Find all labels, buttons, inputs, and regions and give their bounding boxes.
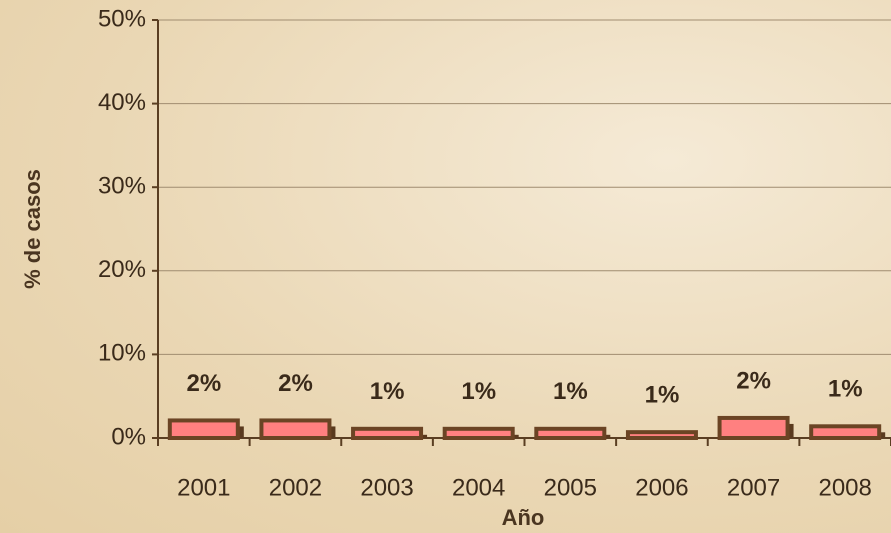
x-tick-label: 2005 xyxy=(544,474,597,501)
value-label: 2% xyxy=(186,370,221,397)
bar xyxy=(809,424,882,440)
y-tick-label: 20% xyxy=(98,256,146,283)
x-tick-label: 2001 xyxy=(177,474,230,501)
x-axis-label: Año xyxy=(502,505,545,530)
y-tick-label: 40% xyxy=(98,89,146,116)
bar xyxy=(717,415,790,441)
y-tick-label: 10% xyxy=(98,340,146,367)
value-label: 2% xyxy=(278,370,313,397)
x-tick-label: 2003 xyxy=(360,474,413,501)
bar xyxy=(625,430,698,441)
value-label: 1% xyxy=(828,376,863,403)
x-tick-label: 2006 xyxy=(635,474,688,501)
value-label: 1% xyxy=(553,378,588,405)
y-tick-label: 50% xyxy=(98,5,146,32)
value-label: 1% xyxy=(645,381,680,408)
y-axis-label: % de casos xyxy=(20,169,45,289)
x-tick-label: 2004 xyxy=(452,474,505,501)
value-label: 1% xyxy=(461,378,496,405)
bar xyxy=(259,418,332,440)
y-tick-label: 30% xyxy=(98,173,146,200)
x-tick-label: 2008 xyxy=(818,474,871,501)
bar xyxy=(351,426,424,440)
x-tick-label: 2002 xyxy=(269,474,322,501)
bar xyxy=(442,426,515,440)
x-tick-label: 2007 xyxy=(727,474,780,501)
bar xyxy=(534,426,607,440)
y-tick-label: 0% xyxy=(111,423,146,450)
bar xyxy=(167,418,240,440)
value-label: 1% xyxy=(370,378,405,405)
value-label: 2% xyxy=(736,367,771,394)
